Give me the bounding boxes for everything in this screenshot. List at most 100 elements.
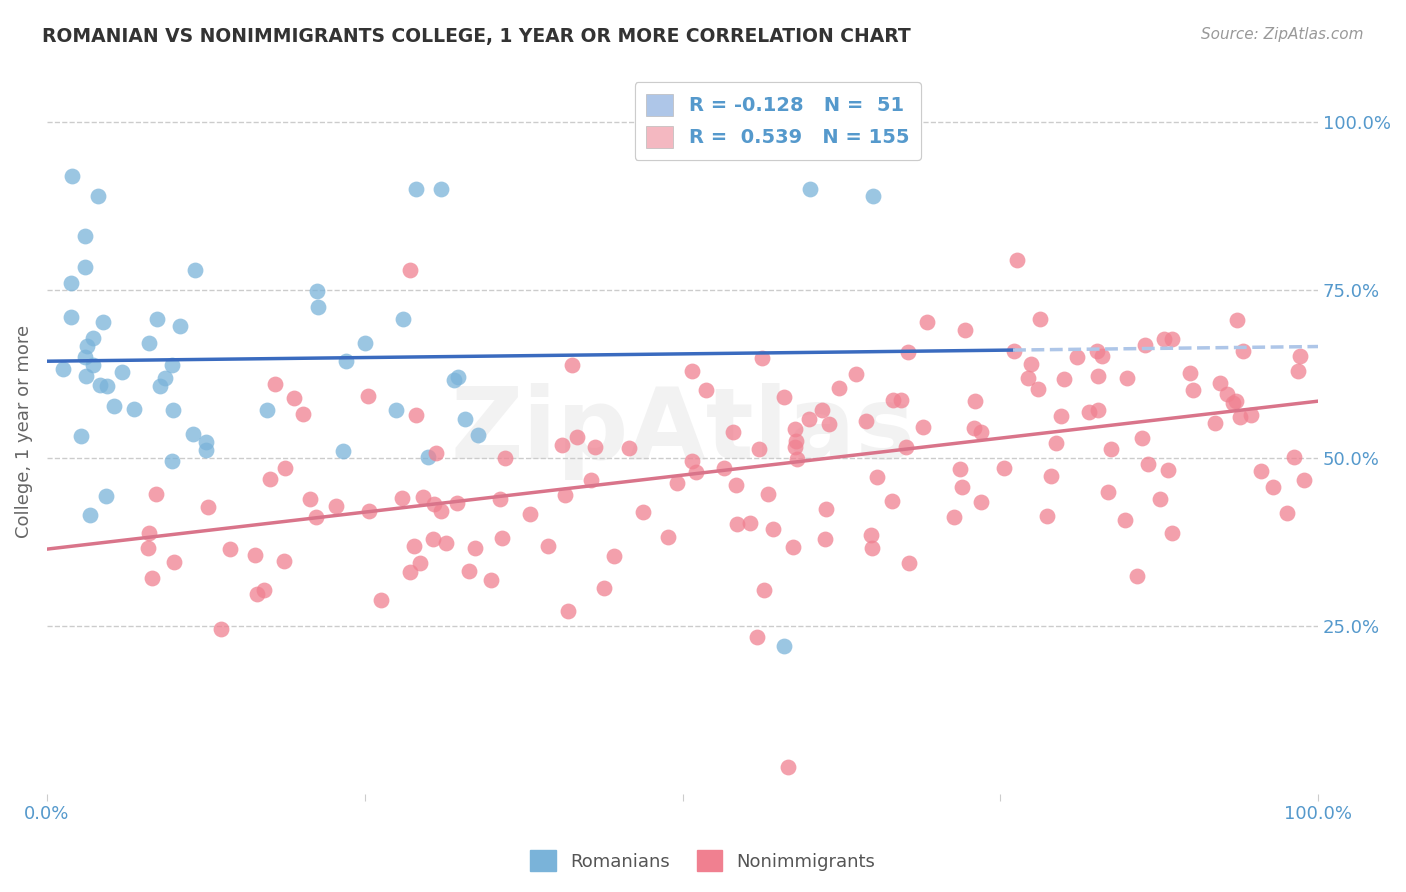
Point — [751, 351, 773, 365]
Point — [1114, 514, 1136, 528]
Point — [756, 486, 779, 500]
Point — [73, 260, 96, 274]
Point — [398, 565, 420, 579]
Point — [138, 335, 160, 350]
Point — [1229, 409, 1251, 424]
Point — [1045, 436, 1067, 450]
Point — [138, 525, 160, 540]
Legend: R = -0.128   N =  51, R =  0.539   N = 155: R = -0.128 N = 51, R = 0.539 N = 155 — [634, 82, 921, 160]
Point — [422, 497, 444, 511]
Text: ZipAtlas: ZipAtlas — [450, 383, 915, 480]
Point — [82, 358, 104, 372]
Point — [748, 442, 770, 456]
Point — [1005, 253, 1028, 268]
Text: ROMANIAN VS NONIMMIGRANTS COLLEGE, 1 YEAR OR MORE CORRELATION CHART: ROMANIAN VS NONIMMIGRANTS COLLEGE, 1 YEA… — [42, 27, 911, 45]
Point — [561, 358, 583, 372]
Point — [828, 381, 851, 395]
Point — [583, 440, 606, 454]
Point — [1149, 492, 1171, 507]
Point — [993, 461, 1015, 475]
Point — [153, 371, 176, 385]
Point — [740, 516, 762, 530]
Point — [391, 491, 413, 506]
Point — [464, 541, 486, 555]
Point — [1250, 464, 1272, 478]
Point — [1002, 344, 1025, 359]
Point — [491, 531, 513, 545]
Point — [814, 532, 837, 546]
Point — [253, 582, 276, 597]
Point — [581, 474, 603, 488]
Point — [969, 495, 991, 509]
Point — [305, 509, 328, 524]
Point — [259, 472, 281, 486]
Point — [245, 548, 267, 562]
Point — [418, 450, 440, 465]
Point — [256, 402, 278, 417]
Point — [89, 378, 111, 392]
Point — [953, 323, 976, 337]
Point — [194, 443, 217, 458]
Point — [1026, 382, 1049, 396]
Point — [797, 412, 820, 426]
Point — [890, 392, 912, 407]
Point — [1091, 350, 1114, 364]
Point — [762, 522, 785, 536]
Point — [859, 528, 882, 542]
Point — [866, 470, 889, 484]
Point — [1040, 469, 1063, 483]
Point — [1028, 311, 1050, 326]
Point — [1289, 349, 1312, 363]
Point — [1225, 313, 1247, 327]
Point — [434, 536, 457, 550]
Point — [1099, 442, 1122, 456]
Y-axis label: College, 1 year or more: College, 1 year or more — [15, 325, 32, 538]
Point — [392, 311, 415, 326]
Point — [1078, 405, 1101, 419]
Point — [897, 344, 920, 359]
Point — [405, 408, 427, 422]
Point — [87, 189, 110, 203]
Point — [60, 276, 83, 290]
Point — [325, 500, 347, 514]
Legend: Romanians, Nonimmigrants: Romanians, Nonimmigrants — [523, 843, 883, 879]
Point — [1085, 344, 1108, 359]
Point — [354, 336, 377, 351]
Point — [103, 399, 125, 413]
Point — [94, 489, 117, 503]
Point — [786, 451, 808, 466]
Point — [1133, 338, 1156, 352]
Point — [814, 502, 837, 516]
Point — [970, 425, 993, 440]
Point — [405, 182, 427, 196]
Point — [721, 425, 744, 440]
Point — [1087, 369, 1109, 384]
Point — [398, 263, 420, 277]
Point — [430, 504, 453, 518]
Point — [915, 315, 938, 329]
Point — [422, 532, 444, 546]
Point — [160, 358, 183, 372]
Point — [785, 422, 807, 436]
Point — [332, 443, 354, 458]
Point — [565, 430, 588, 444]
Point — [713, 461, 735, 475]
Point — [307, 300, 329, 314]
Point — [76, 339, 98, 353]
Point — [1261, 480, 1284, 494]
Point — [1232, 344, 1254, 359]
Point — [862, 189, 884, 203]
Point — [162, 454, 184, 468]
Point — [882, 392, 904, 407]
Point — [79, 508, 101, 523]
Point — [479, 573, 502, 587]
Point — [747, 630, 769, 644]
Point — [162, 403, 184, 417]
Point — [385, 402, 408, 417]
Point — [818, 417, 841, 431]
Point — [603, 549, 626, 563]
Point — [409, 556, 432, 570]
Point — [772, 390, 794, 404]
Point — [111, 365, 134, 379]
Point — [1049, 409, 1071, 423]
